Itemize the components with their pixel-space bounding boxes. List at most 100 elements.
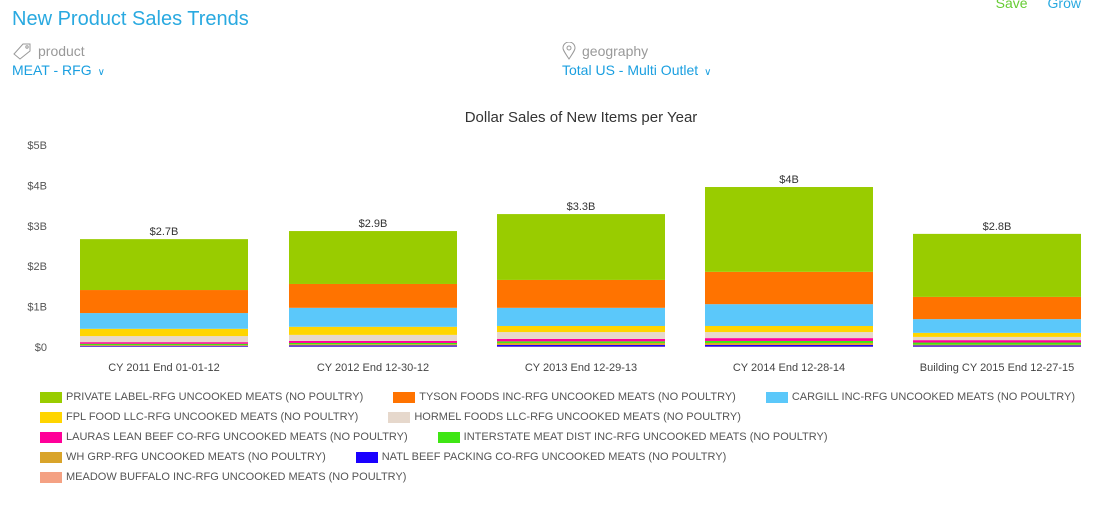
bar-segment[interactable] xyxy=(80,239,248,291)
bar-segment[interactable] xyxy=(80,290,248,314)
legend-item[interactable]: INTERSTATE MEAT DIST INC-RFG UNCOOKED ME… xyxy=(437,429,828,445)
product-value: MEAT - RFG xyxy=(12,62,92,78)
product-filter: product MEAT - RFG ∨ xyxy=(12,42,105,78)
bar-segment[interactable] xyxy=(705,187,873,272)
legend-item[interactable]: CARGILL INC-RFG UNCOOKED MEATS (NO POULT… xyxy=(765,389,1075,405)
bar-segment[interactable] xyxy=(497,214,665,280)
bar-segment[interactable] xyxy=(80,336,248,343)
bar-segment[interactable] xyxy=(497,338,665,342)
legend-item[interactable]: PRIVATE LABEL-RFG UNCOOKED MEATS (NO POU… xyxy=(40,389,363,405)
bar-segment[interactable] xyxy=(913,319,1081,333)
legend-label: NATL BEEF PACKING CO-RFG UNCOOKED MEATS … xyxy=(381,451,727,463)
bars: $2.7B CY 2011 End 01-01-12 $2.9B CY 2012 En… xyxy=(80,174,1081,374)
bar-segment[interactable] xyxy=(705,332,873,339)
legend-item[interactable]: MEADOW BUFFALO INC-RFG UNCOOKED MEATS (N… xyxy=(40,469,406,485)
bar-segment[interactable] xyxy=(497,344,665,347)
legend-item[interactable]: NATL BEEF PACKING CO-RFG UNCOOKED MEATS … xyxy=(355,449,727,465)
x-tick-label: CY 2014 End 12-28-14 xyxy=(733,362,845,374)
legend-item[interactable]: HORMEL FOODS LLC-RFG UNCOOKED MEATS (NO … xyxy=(388,409,741,425)
legend-label: MEADOW BUFFALO INC-RFG UNCOOKED MEATS (N… xyxy=(66,471,407,483)
legend-item[interactable]: TYSON FOODS INC-RFG UNCOOKED MEATS (NO P… xyxy=(393,389,736,405)
legend-swatch xyxy=(765,391,788,403)
bar-stack: $4B CY 2014 End 12-28-14 xyxy=(705,174,873,374)
legend-swatch xyxy=(40,411,62,423)
product-dropdown[interactable]: MEAT - RFG ∨ xyxy=(12,62,105,78)
bar-segment[interactable] xyxy=(80,345,248,347)
bar-segment[interactable] xyxy=(705,325,873,333)
bar-segment[interactable] xyxy=(705,304,873,326)
legend-label: FPL FOOD LLC-RFG UNCOOKED MEATS (NO POUL… xyxy=(66,411,359,423)
product-label: product xyxy=(38,43,85,59)
stacked-bar-chart: Dollar Sales of New Items per Year $0 $1B… xyxy=(27,109,1081,374)
legend-swatch xyxy=(40,471,62,483)
legend-swatch xyxy=(40,431,62,443)
page-title: New Product Sales Trends xyxy=(12,8,249,30)
bar-segment[interactable] xyxy=(289,334,457,341)
legend-swatch xyxy=(40,451,62,463)
bar-segment[interactable] xyxy=(913,296,1081,320)
x-tick-label: CY 2013 End 12-29-13 xyxy=(525,362,637,374)
bar-segment[interactable] xyxy=(913,342,1081,345)
bar-segment[interactable] xyxy=(80,342,248,344)
bar-segment[interactable] xyxy=(289,283,457,308)
chart-title: Dollar Sales of New Items per Year xyxy=(465,109,698,126)
bar-segment[interactable] xyxy=(913,340,1081,343)
geography-dropdown[interactable]: Total US - Multi Outlet ∨ xyxy=(562,62,711,78)
chevron-down-icon: ∨ xyxy=(97,67,105,78)
bar-segment[interactable] xyxy=(913,336,1081,341)
legend-swatch xyxy=(388,411,411,423)
tag-icon xyxy=(13,43,31,60)
bar-segment[interactable] xyxy=(497,325,665,333)
bar-segment[interactable] xyxy=(705,271,873,305)
bar-segment[interactable] xyxy=(289,342,457,345)
total-label: $2.9B xyxy=(359,218,388,230)
y-tick-label: $5B xyxy=(27,140,47,152)
bar-stack: $2.7B CY 2011 End 01-01-12 xyxy=(80,226,248,374)
legend-swatch xyxy=(393,391,416,403)
bar-segment[interactable] xyxy=(289,326,457,335)
bar-segment[interactable] xyxy=(913,332,1081,337)
bar-segment[interactable] xyxy=(913,233,1081,297)
y-tick-label: $4B xyxy=(27,180,47,192)
bar-segment[interactable] xyxy=(80,313,248,329)
x-tick-label: Building CY 2015 End 12-27-15 xyxy=(920,362,1075,374)
bar-segment[interactable] xyxy=(289,344,457,346)
bar-segment[interactable] xyxy=(497,341,665,343)
geography-filter: geography Total US - Multi Outlet ∨ xyxy=(562,42,711,78)
bar-segment[interactable] xyxy=(80,343,248,345)
legend-item[interactable]: WH GRP-RFG UNCOOKED MEATS (NO POULTRY) xyxy=(40,449,326,465)
bar-segment[interactable] xyxy=(705,340,873,343)
bar-segment[interactable] xyxy=(289,340,457,343)
legend-label: HORMEL FOODS LLC-RFG UNCOOKED MEATS (NO … xyxy=(414,411,741,423)
legend-item[interactable]: FPL FOOD LLC-RFG UNCOOKED MEATS (NO POUL… xyxy=(40,409,358,425)
bar-segment[interactable] xyxy=(80,328,248,337)
top-actions: Save Grow xyxy=(996,0,1111,11)
bar-segment[interactable] xyxy=(705,342,873,345)
chevron-down-icon: ∨ xyxy=(704,67,712,78)
legend-label: WH GRP-RFG UNCOOKED MEATS (NO POULTRY) xyxy=(66,451,326,463)
bar-segment[interactable] xyxy=(497,307,665,326)
total-label: $3.3B xyxy=(567,201,596,213)
legend-swatch xyxy=(437,431,460,443)
bar-segment[interactable] xyxy=(289,345,457,347)
bar-segment[interactable] xyxy=(497,342,665,345)
bar-segment[interactable] xyxy=(705,344,873,347)
bar-segment[interactable] xyxy=(497,332,665,339)
y-tick-label: $3B xyxy=(27,221,47,233)
y-tick-label: $2B xyxy=(27,261,47,273)
bar-stack: $3.3B CY 2013 End 12-29-13 xyxy=(497,201,665,374)
bar-segment[interactable] xyxy=(913,344,1081,346)
geography-label: geography xyxy=(582,43,649,59)
bar-segment[interactable] xyxy=(497,279,665,308)
map-pin-icon xyxy=(562,42,576,60)
bar-segment[interactable] xyxy=(705,338,873,341)
legend-item[interactable]: LAURAS LEAN BEEF CO-RFG UNCOOKED MEATS (… xyxy=(40,429,408,445)
bar-segment[interactable] xyxy=(913,345,1081,347)
bar-segment[interactable] xyxy=(80,344,248,346)
save-button[interactable]: Save xyxy=(995,0,1028,11)
legend: PRIVATE LABEL-RFG UNCOOKED MEATS (NO POU… xyxy=(40,389,1100,485)
bar-segment[interactable] xyxy=(289,231,457,284)
bar-segment[interactable] xyxy=(289,307,457,327)
grow-button[interactable]: Grow xyxy=(1047,0,1081,11)
legend-label: TYSON FOODS INC-RFG UNCOOKED MEATS (NO P… xyxy=(419,391,736,403)
